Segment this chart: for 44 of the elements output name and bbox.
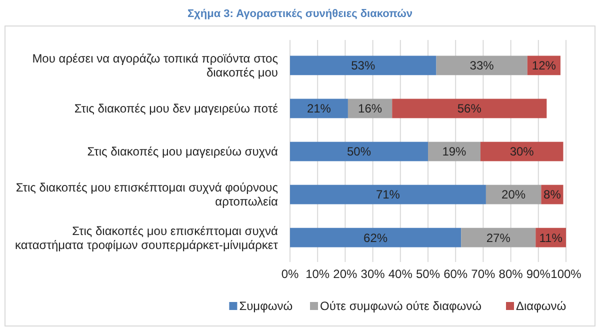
- legend-label: Συμφωνώ: [239, 299, 293, 313]
- data-label: 27%: [486, 230, 511, 245]
- x-tick-label: 90%: [526, 267, 551, 281]
- x-tick-label: 40%: [388, 267, 413, 281]
- bar: [290, 228, 462, 248]
- data-label: 12%: [532, 58, 556, 73]
- y-tick-label: Στις διακοπές μου επισκέπτομαι συχνά φούρνους αρτοπωλεία: [16, 180, 278, 209]
- data-label: 16%: [358, 102, 382, 116]
- x-tick-label: 50%: [416, 267, 440, 281]
- bar: [392, 98, 547, 118]
- bar: [461, 228, 536, 248]
- legend-label: Διαφωνώ: [516, 299, 566, 313]
- data-label: 53%: [351, 58, 376, 73]
- y-tick-label: Στις διακοπές μου επισκέπτομαι συχνά καταστήματα τροφίμων σουπερμάρκετ-μίνιμάρκετ: [15, 224, 278, 252]
- x-tick-label: 30%: [360, 267, 386, 281]
- bar: [290, 184, 486, 204]
- data-label: 20%: [502, 188, 526, 202]
- data-label: 33%: [470, 58, 494, 73]
- bar: [290, 56, 436, 76]
- x-tick-label: 70%: [471, 267, 496, 281]
- bar: [290, 98, 348, 118]
- data-label: 8%: [544, 188, 562, 202]
- bar: [436, 56, 528, 76]
- data-label: 21%: [306, 102, 332, 116]
- legend-label: Ούτε συμφωνώ ούτε διαφωνώ: [320, 299, 482, 313]
- y-tick-label: Στις διακοπές μου δεν μαγειρεύω ποτέ: [74, 102, 279, 116]
- data-label: 19%: [442, 144, 467, 159]
- data-label: 62%: [364, 230, 388, 245]
- data-label: 30%: [510, 144, 534, 159]
- data-label: 56%: [457, 102, 482, 116]
- data-label: 71%: [376, 188, 400, 202]
- x-tick-label: 60%: [444, 267, 468, 281]
- data-label: 50%: [346, 144, 372, 159]
- y-tick-label: Στις διακοπές μου μαγειρεύω συχνά: [87, 144, 278, 159]
- x-tick-label: 0%: [281, 267, 299, 281]
- bar: [480, 142, 564, 162]
- x-tick-label: 80%: [498, 267, 524, 281]
- data-label: 11%: [539, 230, 563, 245]
- x-tick-label: 20%: [333, 267, 358, 281]
- x-tick-label: 100%: [550, 267, 582, 281]
- y-tick-label: Μου αρέσει να αγοράζω τοπικά προϊόντα στος διακοπές μου: [32, 52, 278, 80]
- chart-title: Σχήμα 3: Αγοραστικές συνήθειες διακοπών: [187, 8, 413, 20]
- x-tick-label: 10%: [306, 267, 330, 281]
- bar: [290, 142, 428, 162]
